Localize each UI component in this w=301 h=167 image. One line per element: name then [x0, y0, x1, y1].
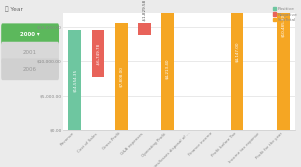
- FancyBboxPatch shape: [1, 58, 59, 80]
- Bar: [184, 0, 197, 7]
- Text: $4,147.00: $4,147.00: [235, 41, 239, 61]
- Text: $4,213.40: $4,213.40: [166, 58, 169, 79]
- Bar: [161, 7, 174, 130]
- Text: ⌕ Year: ⌕ Year: [5, 7, 23, 12]
- Bar: [231, 0, 244, 130]
- Text: 2000 ▾: 2000 ▾: [20, 32, 40, 37]
- Text: 2006: 2006: [23, 67, 37, 72]
- Text: $14,554.35: $14,554.35: [73, 69, 77, 92]
- Bar: [92, 30, 104, 77]
- FancyBboxPatch shape: [1, 23, 59, 45]
- Text: $7,808.00: $7,808.00: [119, 66, 123, 87]
- FancyBboxPatch shape: [1, 42, 59, 63]
- Text: 2001: 2001: [23, 50, 37, 55]
- Text: -$6,749.78: -$6,749.78: [96, 42, 100, 64]
- Bar: [207, 0, 220, 1]
- Text: $10,485.30: $10,485.30: [281, 14, 285, 37]
- Legend: Positive, Negative, SubTotal: Positive, Negative, SubTotal: [273, 7, 297, 22]
- Bar: [115, 23, 128, 130]
- Text: -$1,829.58: -$1,829.58: [142, 0, 146, 21]
- Bar: [68, 30, 81, 130]
- Bar: [277, 0, 290, 130]
- Bar: [138, 23, 151, 35]
